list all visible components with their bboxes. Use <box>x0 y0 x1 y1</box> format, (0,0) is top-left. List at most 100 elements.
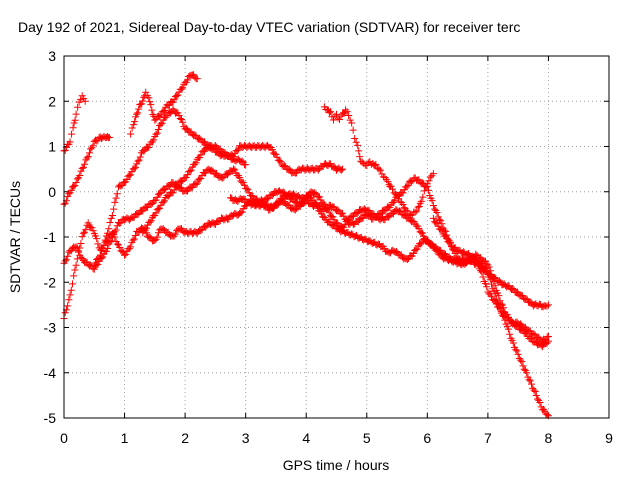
data-point <box>512 346 520 354</box>
data-point <box>354 141 362 149</box>
data-point <box>417 229 425 237</box>
data-point <box>429 201 437 209</box>
data-point <box>276 157 284 165</box>
series-6 <box>127 71 201 138</box>
data-point <box>139 97 147 105</box>
data-point <box>485 263 493 271</box>
data-point <box>483 283 491 291</box>
data-point <box>91 259 99 267</box>
data-point <box>94 240 102 248</box>
y-tick-label: -2 <box>44 274 57 290</box>
data-point <box>107 237 115 245</box>
data-point <box>72 110 80 118</box>
data-point <box>81 97 89 105</box>
data-point <box>328 113 336 121</box>
data-point <box>127 171 135 179</box>
data-point <box>191 160 199 168</box>
data-point <box>182 124 190 132</box>
data-point <box>358 158 366 166</box>
data-point <box>101 236 109 244</box>
data-point <box>149 110 157 118</box>
data-point <box>112 226 120 234</box>
data-point <box>473 257 481 265</box>
data-point <box>403 255 411 263</box>
data-point <box>434 247 442 255</box>
data-point <box>75 247 83 255</box>
data-point <box>329 213 337 221</box>
data-point <box>311 189 319 197</box>
data-point <box>543 302 551 310</box>
data-point <box>491 297 499 305</box>
data-point <box>111 228 119 236</box>
data-point <box>395 195 403 203</box>
data-point <box>433 219 441 227</box>
data-point <box>337 166 345 174</box>
data-point <box>71 116 79 124</box>
data-point <box>106 218 114 226</box>
series-3 <box>60 132 113 208</box>
data-point <box>325 109 333 117</box>
data-point <box>61 309 69 317</box>
data-point <box>113 240 121 248</box>
data-point <box>495 292 503 300</box>
data-point <box>478 268 486 276</box>
data-point <box>230 165 238 173</box>
data-point <box>428 197 436 205</box>
data-point <box>393 191 401 199</box>
data-point <box>165 182 173 190</box>
data-point <box>192 181 200 189</box>
data-point <box>105 225 113 233</box>
data-point <box>391 197 399 205</box>
data-point <box>334 224 342 232</box>
grid-lines <box>64 56 609 418</box>
data-point <box>152 130 160 138</box>
tick-labels: 0 1 2 3 4 5 6 7 8 9 -5 -4 -3 -2 -1 0 1 2 3 <box>44 48 614 446</box>
x-axis-label: GPS time / hours <box>283 457 390 473</box>
data-point <box>174 182 182 190</box>
data-point <box>392 190 400 198</box>
data-point <box>291 206 299 214</box>
data-point <box>402 207 410 215</box>
data-point <box>504 325 512 333</box>
data-point <box>387 182 395 190</box>
plot-frame <box>63 55 610 419</box>
data-point <box>145 94 153 102</box>
data-point <box>313 200 321 208</box>
data-point <box>130 121 138 129</box>
data-point <box>389 198 397 206</box>
x-tick-label: 5 <box>363 430 371 446</box>
data-point <box>479 273 487 281</box>
data-point <box>139 229 147 237</box>
data-point <box>78 233 86 241</box>
data-point <box>179 84 187 92</box>
data-point <box>531 388 539 396</box>
data-point <box>523 369 531 377</box>
data-point <box>385 213 393 221</box>
data-point <box>418 229 426 237</box>
data-point <box>333 110 340 118</box>
data-point <box>93 235 101 243</box>
data-point <box>157 120 165 128</box>
data-point <box>140 93 148 101</box>
data-point <box>147 217 155 225</box>
data-point <box>224 171 231 179</box>
data-point <box>277 158 285 166</box>
data-point <box>135 156 143 164</box>
data-point <box>184 171 192 179</box>
data-point <box>336 116 344 123</box>
data-point <box>414 203 422 211</box>
data-point <box>71 266 79 274</box>
data-point <box>176 114 184 122</box>
data-point <box>131 163 139 171</box>
data-point <box>405 210 413 218</box>
data-point <box>104 229 112 237</box>
data-point <box>157 111 165 119</box>
x-tick-label: 1 <box>121 430 129 446</box>
data-point <box>70 182 78 190</box>
data-point <box>409 250 417 258</box>
data-point <box>151 116 159 124</box>
data-point <box>79 229 87 237</box>
data-point <box>173 92 181 100</box>
data-point <box>415 224 423 232</box>
data-point <box>61 146 69 154</box>
